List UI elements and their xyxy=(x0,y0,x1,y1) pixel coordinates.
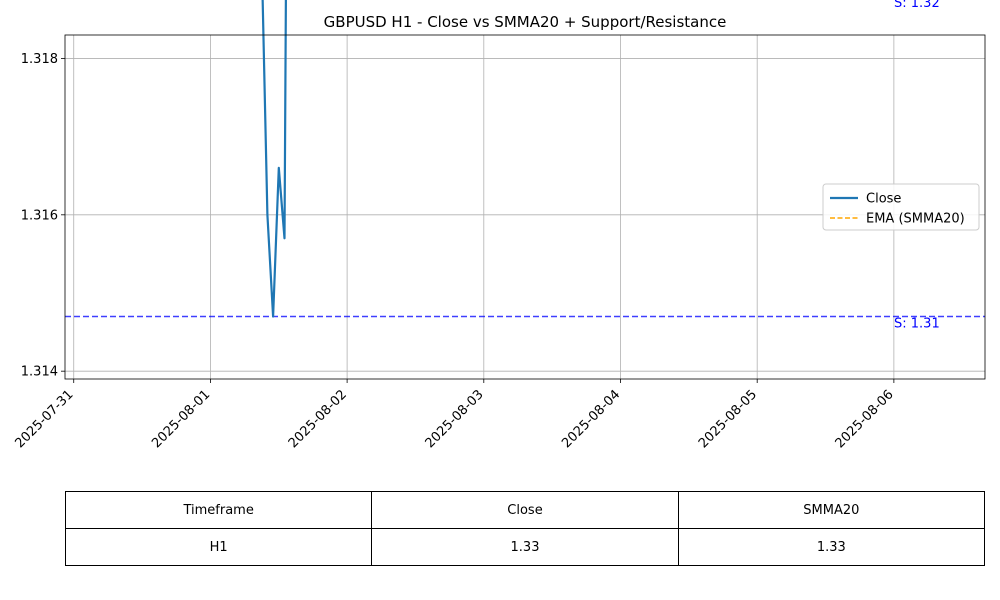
series xyxy=(261,0,287,318)
summary-table: Timeframe Close SMMA20 H1 1.33 1.33 xyxy=(64,491,986,566)
legend-box xyxy=(822,183,980,231)
x-tick-label: 2025-08-02 xyxy=(286,387,350,451)
x-tick-label: 2025-08-03 xyxy=(423,387,487,451)
table-header-cell: Close xyxy=(371,491,679,529)
table-cell: 1.33 xyxy=(677,528,986,566)
plot-frame xyxy=(64,34,986,380)
y-tick-label: 1.314 xyxy=(21,365,58,380)
table-cell: H1 xyxy=(64,528,373,566)
legend: Close EMA (SMMA20) xyxy=(822,183,980,231)
table-header-cell: SMMA20 xyxy=(677,491,986,529)
x-tick-label: 2025-08-04 xyxy=(559,387,623,451)
y-tick-label: 1.318 xyxy=(21,52,58,67)
table-header-row: Timeframe Close SMMA20 xyxy=(64,491,986,529)
grid xyxy=(65,35,985,379)
x-tick-label: 2025-08-01 xyxy=(149,387,213,451)
table-header-cell: Timeframe xyxy=(64,491,373,529)
x-tick-label: 2025-08-06 xyxy=(833,387,897,451)
chart-title: GBPUSD H1 - Close vs SMMA20 + Support/Re… xyxy=(324,13,727,31)
table-cell: 1.33 xyxy=(371,528,679,566)
support-label: S: 1.31 xyxy=(894,316,940,331)
close-series-line xyxy=(261,0,287,318)
legend-label: EMA (SMMA20) xyxy=(866,212,965,227)
x-tick-label: 2025-08-05 xyxy=(696,387,760,451)
table-row: H1 1.33 1.33 xyxy=(64,528,986,566)
support-label: S: 1.32 xyxy=(894,0,940,11)
reference-lines: R: 1.33R: 1.33R: 1.33S: 1.33S: 1.32S: 1.… xyxy=(65,0,985,331)
legend-label: Close xyxy=(866,192,901,207)
x-tick-label: 2025-07-31 xyxy=(13,387,77,451)
y-tick-label: 1.316 xyxy=(21,208,58,223)
